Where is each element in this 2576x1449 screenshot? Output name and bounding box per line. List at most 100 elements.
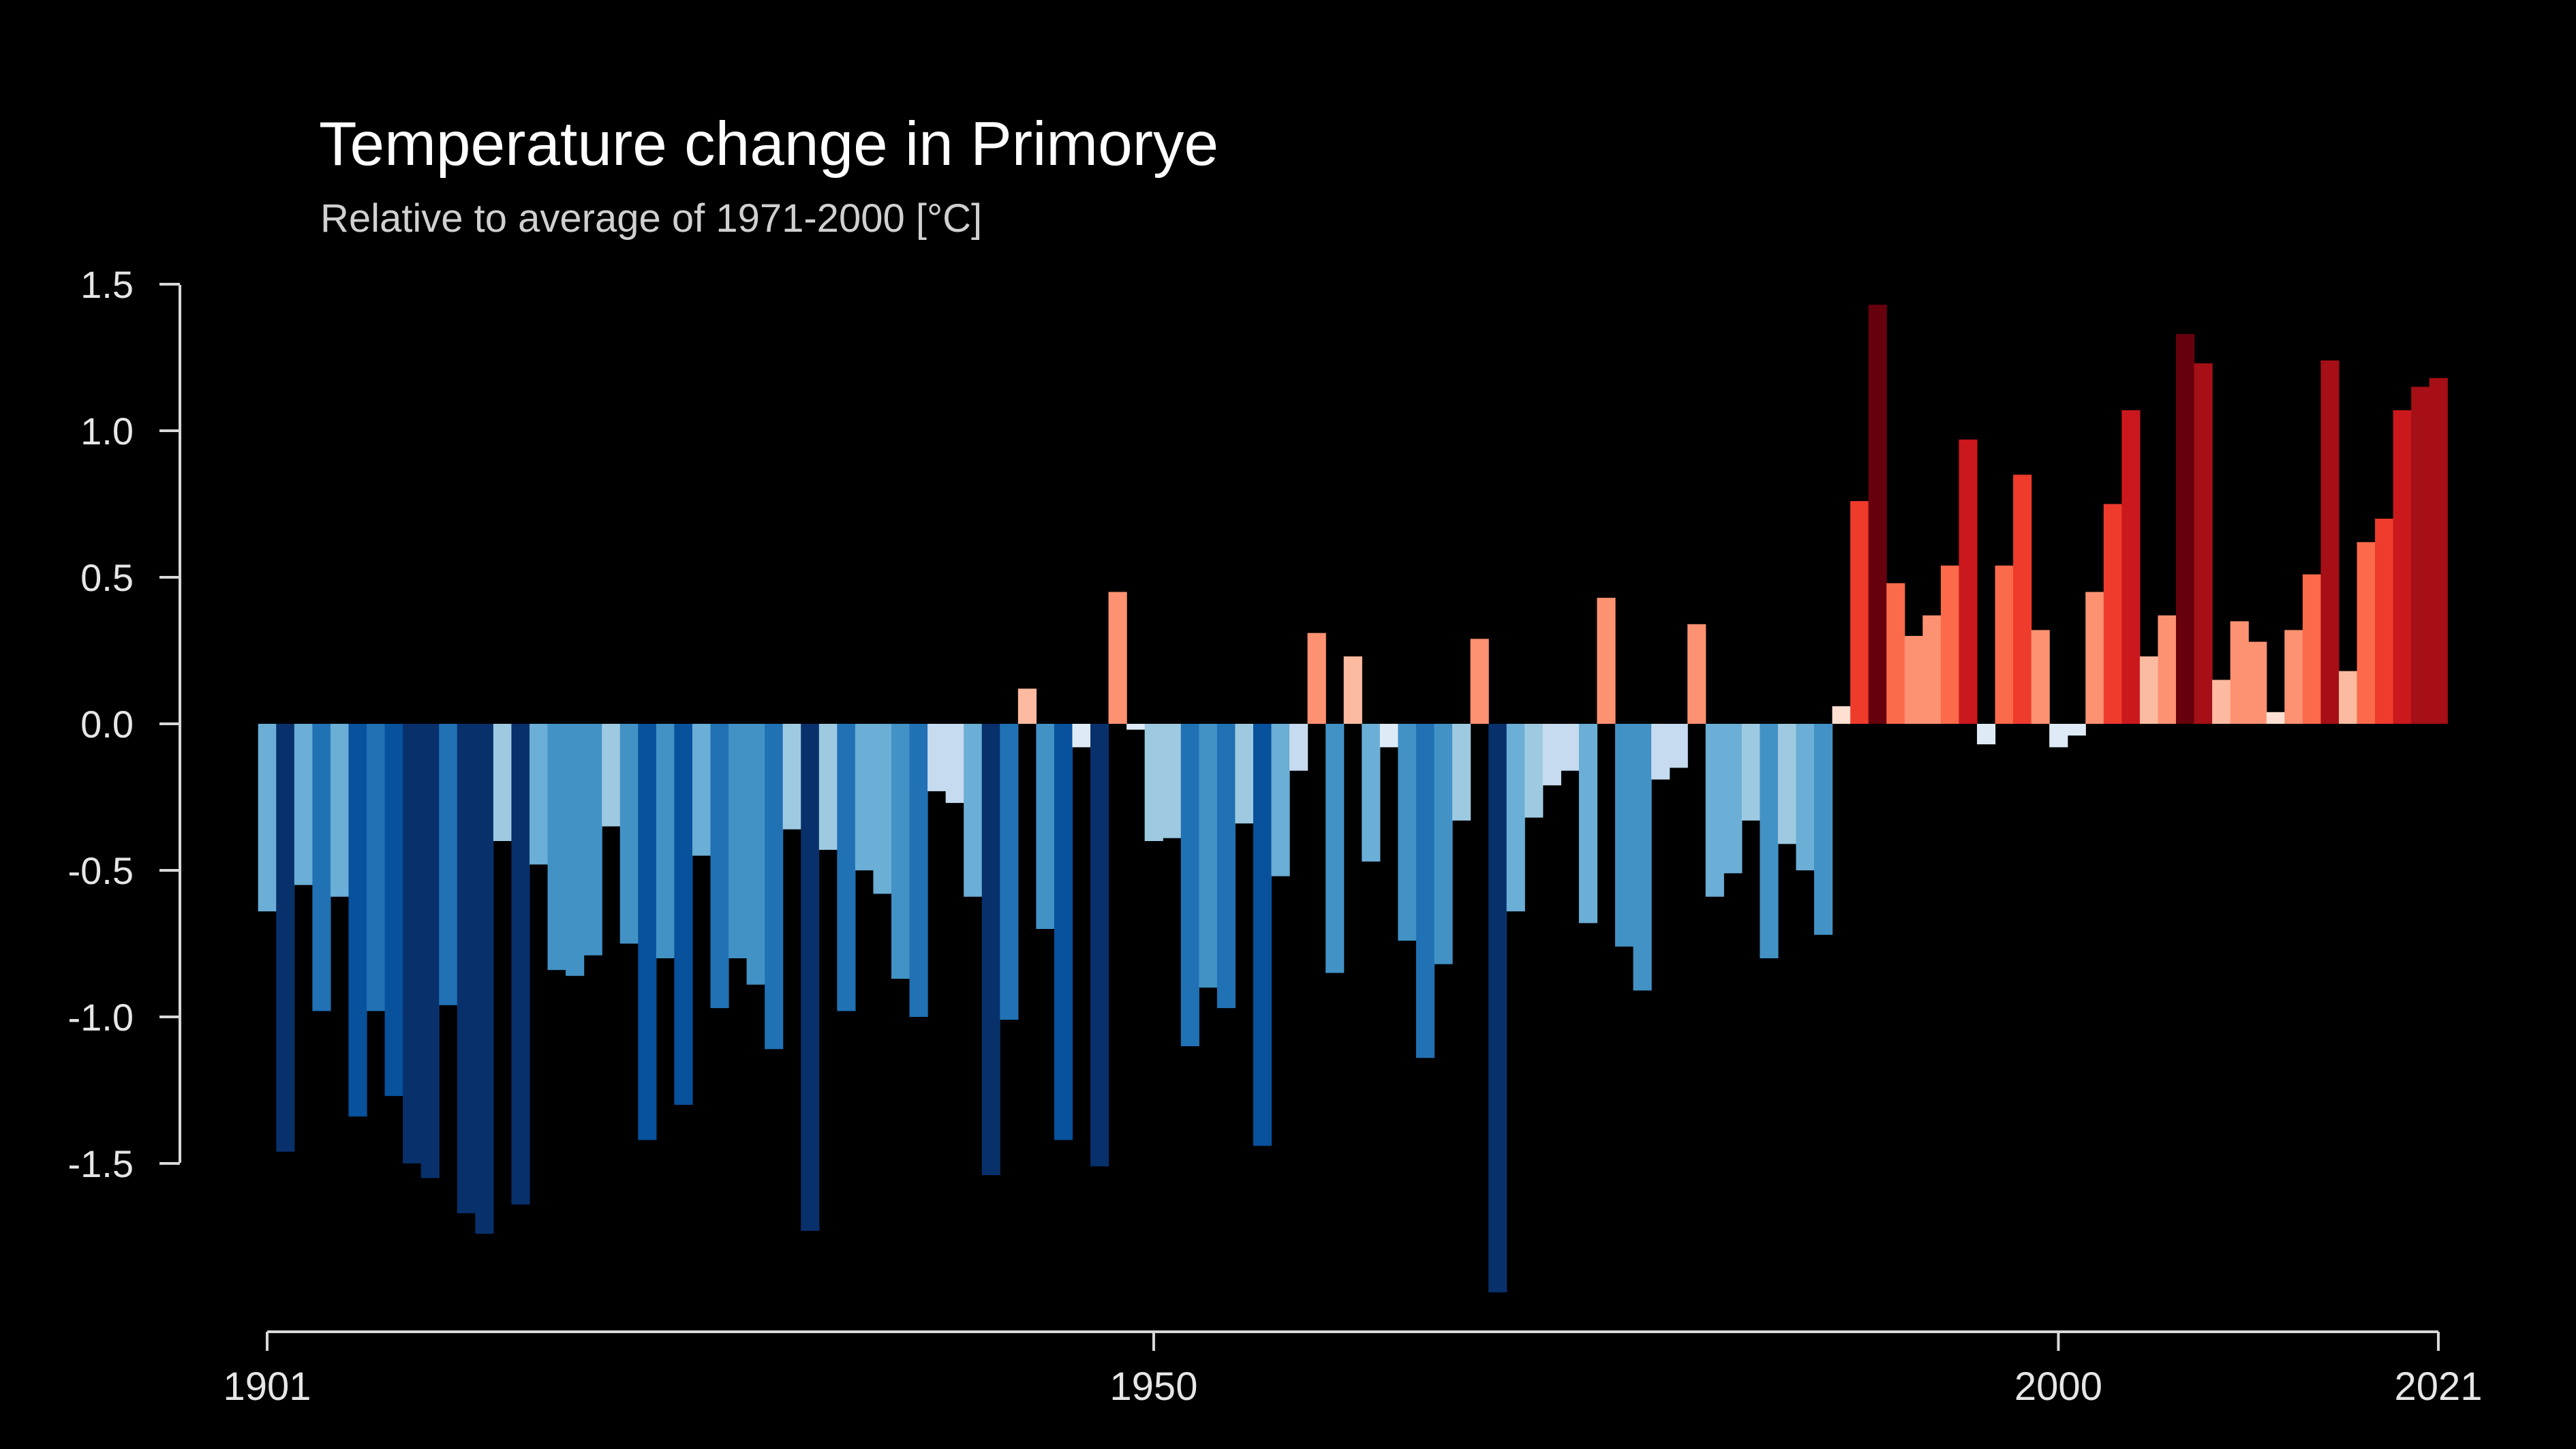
- x-tick-label: 1950: [1109, 1364, 1197, 1409]
- bar-1914: [493, 724, 512, 841]
- bar-1902: [276, 724, 295, 1152]
- y-axis: 1.5 1.0 0.5 0.0 -0.5 -1.0 -1.5: [68, 263, 181, 1185]
- bar-1962: [1362, 724, 1381, 862]
- bar-1938: [927, 724, 947, 791]
- bar-1977: [1633, 724, 1652, 991]
- bar-2006: [2158, 615, 2177, 724]
- bar-1972: [1542, 724, 1561, 786]
- bar-2005: [2139, 656, 2159, 724]
- bar-1971: [1524, 724, 1544, 818]
- bar-2019: [2393, 410, 2412, 724]
- bar-1981: [1705, 724, 1724, 897]
- y-tick-label: 0.5: [80, 556, 134, 599]
- bar-1929: [765, 724, 784, 1050]
- bar-1975: [1597, 598, 1616, 724]
- bar-1931: [801, 724, 820, 1231]
- bar-1901: [258, 724, 277, 912]
- bar-2004: [2121, 410, 2141, 724]
- bar-1911: [439, 724, 458, 1005]
- bar-1908: [384, 724, 403, 1097]
- bar-1966: [1434, 724, 1453, 964]
- y-tick-label: 0.0: [80, 703, 134, 746]
- bar-1989: [1850, 501, 1869, 724]
- bar-2021: [2429, 378, 2448, 724]
- bar-2014: [2302, 574, 2322, 724]
- bar-2015: [2320, 360, 2340, 724]
- bar-1983: [1741, 724, 1760, 821]
- bar-1927: [729, 724, 748, 958]
- bar-1959: [1307, 632, 1326, 724]
- bar-1930: [782, 724, 801, 829]
- bar-1992: [1904, 636, 1923, 724]
- bars-group: [258, 305, 2448, 1293]
- bar-1910: [420, 724, 440, 1178]
- bar-2000: [2049, 724, 2068, 748]
- bar-1984: [1760, 724, 1779, 958]
- bar-1939: [945, 724, 964, 804]
- bar-1923: [656, 724, 675, 958]
- bar-2020: [2411, 386, 2430, 724]
- bar-1969: [1488, 724, 1507, 1293]
- bar-1915: [511, 724, 530, 1205]
- bar-1903: [294, 724, 313, 885]
- bar-1976: [1614, 724, 1634, 947]
- bar-1921: [619, 724, 639, 944]
- bar-1943: [1017, 688, 1037, 724]
- y-tick-label: -0.5: [68, 849, 134, 892]
- bar-1988: [1832, 706, 1851, 724]
- bar-1947: [1090, 724, 1109, 1167]
- bar-1935: [873, 724, 892, 894]
- chart-subtitle: Relative to average of 1971-2000 [°C]: [320, 196, 982, 241]
- bar-1942: [1000, 724, 1019, 1020]
- bar-1922: [638, 724, 657, 1140]
- bar-1953: [1199, 724, 1218, 988]
- bar-1932: [818, 724, 838, 850]
- bar-2007: [2176, 334, 2195, 724]
- bar-1973: [1561, 724, 1580, 771]
- bar-1905: [330, 724, 350, 897]
- bar-1934: [855, 724, 874, 870]
- y-tick-label: 1.0: [80, 410, 134, 453]
- bar-2011: [2248, 641, 2267, 724]
- bar-1961: [1343, 656, 1362, 724]
- bar-2008: [2194, 363, 2213, 724]
- bar-1995: [1959, 439, 1978, 724]
- bar-1964: [1398, 724, 1417, 941]
- bar-1990: [1868, 305, 1887, 724]
- bar-1955: [1235, 724, 1254, 824]
- bar-1918: [566, 724, 585, 976]
- bar-1945: [1054, 724, 1073, 1140]
- bar-1958: [1289, 724, 1308, 771]
- bar-1974: [1578, 724, 1598, 924]
- bar-2017: [2357, 542, 2376, 724]
- bar-1917: [547, 724, 566, 971]
- bar-1941: [981, 724, 1000, 1176]
- bar-1919: [583, 724, 602, 956]
- bar-1936: [891, 724, 910, 979]
- bar-1913: [475, 724, 494, 1234]
- bar-1996: [1976, 724, 1996, 745]
- bar-2012: [2266, 712, 2285, 724]
- bar-1925: [692, 724, 711, 856]
- bar-1946: [1072, 724, 1091, 748]
- bar-1909: [403, 724, 422, 1163]
- bar-1944: [1036, 724, 1055, 929]
- x-tick-label: 2000: [2014, 1364, 2102, 1409]
- bar-1985: [1777, 724, 1797, 844]
- bar-1963: [1379, 724, 1398, 748]
- bar-1933: [837, 724, 856, 1011]
- bar-1951: [1163, 724, 1182, 838]
- chart-title: Temperature change in Primorye: [319, 110, 1218, 179]
- bar-1998: [2013, 474, 2032, 724]
- y-tick-label: -1.0: [68, 996, 134, 1039]
- bar-1950: [1144, 724, 1163, 841]
- bar-1920: [602, 724, 621, 827]
- bar-1937: [909, 724, 928, 1017]
- bar-2016: [2338, 671, 2358, 724]
- y-tick-label: 1.5: [80, 263, 134, 306]
- x-tick-label: 2021: [2394, 1364, 2482, 1409]
- bar-1986: [1796, 724, 1815, 870]
- bar-1999: [2031, 630, 2050, 724]
- bar-1928: [746, 724, 765, 985]
